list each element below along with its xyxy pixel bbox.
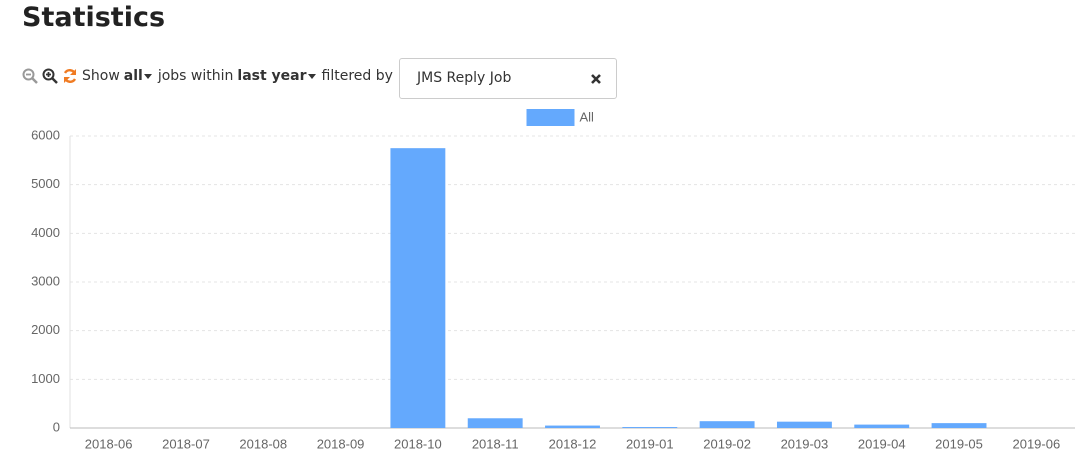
x-tick-label: 2019-03	[781, 436, 829, 451]
x-tick-label: 2019-02	[703, 436, 751, 451]
x-tick-label: 2019-04	[858, 436, 906, 451]
chart: 0 1000 2000 3000 4000 5000 6000 All 2018-06 2018-…	[31, 109, 1075, 451]
y-tick-label: 1000	[31, 371, 60, 386]
toolbar: Show all jobs within last year filtered …	[22, 68, 393, 84]
legend-swatch	[526, 109, 575, 126]
x-tick-label: 2019-01	[626, 436, 674, 451]
y-tick-label: 6000	[31, 127, 60, 142]
bar	[776, 421, 832, 428]
period-dropdown[interactable]: last year	[237, 68, 317, 84]
x-tick-label: 2018-09	[317, 436, 365, 451]
legend-label: All	[580, 109, 595, 124]
scope: all	[123, 68, 143, 84]
x-tick-label: 2018-07	[162, 436, 210, 451]
label: Show	[82, 68, 120, 84]
y-tick-label: 5000	[31, 176, 60, 191]
filter-value: JMS Reply Job	[417, 70, 512, 86]
bar	[854, 424, 910, 428]
bar	[467, 418, 523, 428]
scope-dropdown[interactable]: all	[124, 68, 154, 84]
x-tick-label: 2019-05	[935, 436, 983, 451]
y-tick-label: 2000	[31, 322, 60, 337]
bar	[390, 148, 446, 428]
zoom-out[interactable]	[22, 68, 38, 84]
x-tick-label: 2018-10	[394, 436, 442, 451]
y-tick-label: 3000	[31, 273, 60, 288]
period: last year	[237, 68, 307, 84]
x-tick-label: 2018-08	[239, 436, 287, 451]
bar	[545, 425, 600, 428]
refresh[interactable]	[62, 68, 78, 84]
y-tick-label: 4000	[31, 225, 60, 240]
bar	[699, 421, 755, 428]
label: filtered by	[321, 68, 393, 84]
bar	[931, 423, 987, 428]
x-tick-label: 2018-11	[472, 436, 519, 451]
bar	[622, 427, 678, 428]
x-tick-label: 2018-12	[549, 436, 597, 451]
filter-input[interactable]: JMS Reply Job	[399, 58, 617, 99]
y-tick-label: 0	[53, 419, 60, 434]
page-title: Statistics	[22, 2, 166, 33]
zoom-in[interactable]	[42, 68, 58, 84]
label: jobs within	[157, 68, 234, 84]
x-tick-label: 2019-06	[1012, 436, 1060, 451]
x-tick-label: 2018-06	[85, 436, 133, 451]
clear-filter[interactable]	[590, 73, 602, 85]
